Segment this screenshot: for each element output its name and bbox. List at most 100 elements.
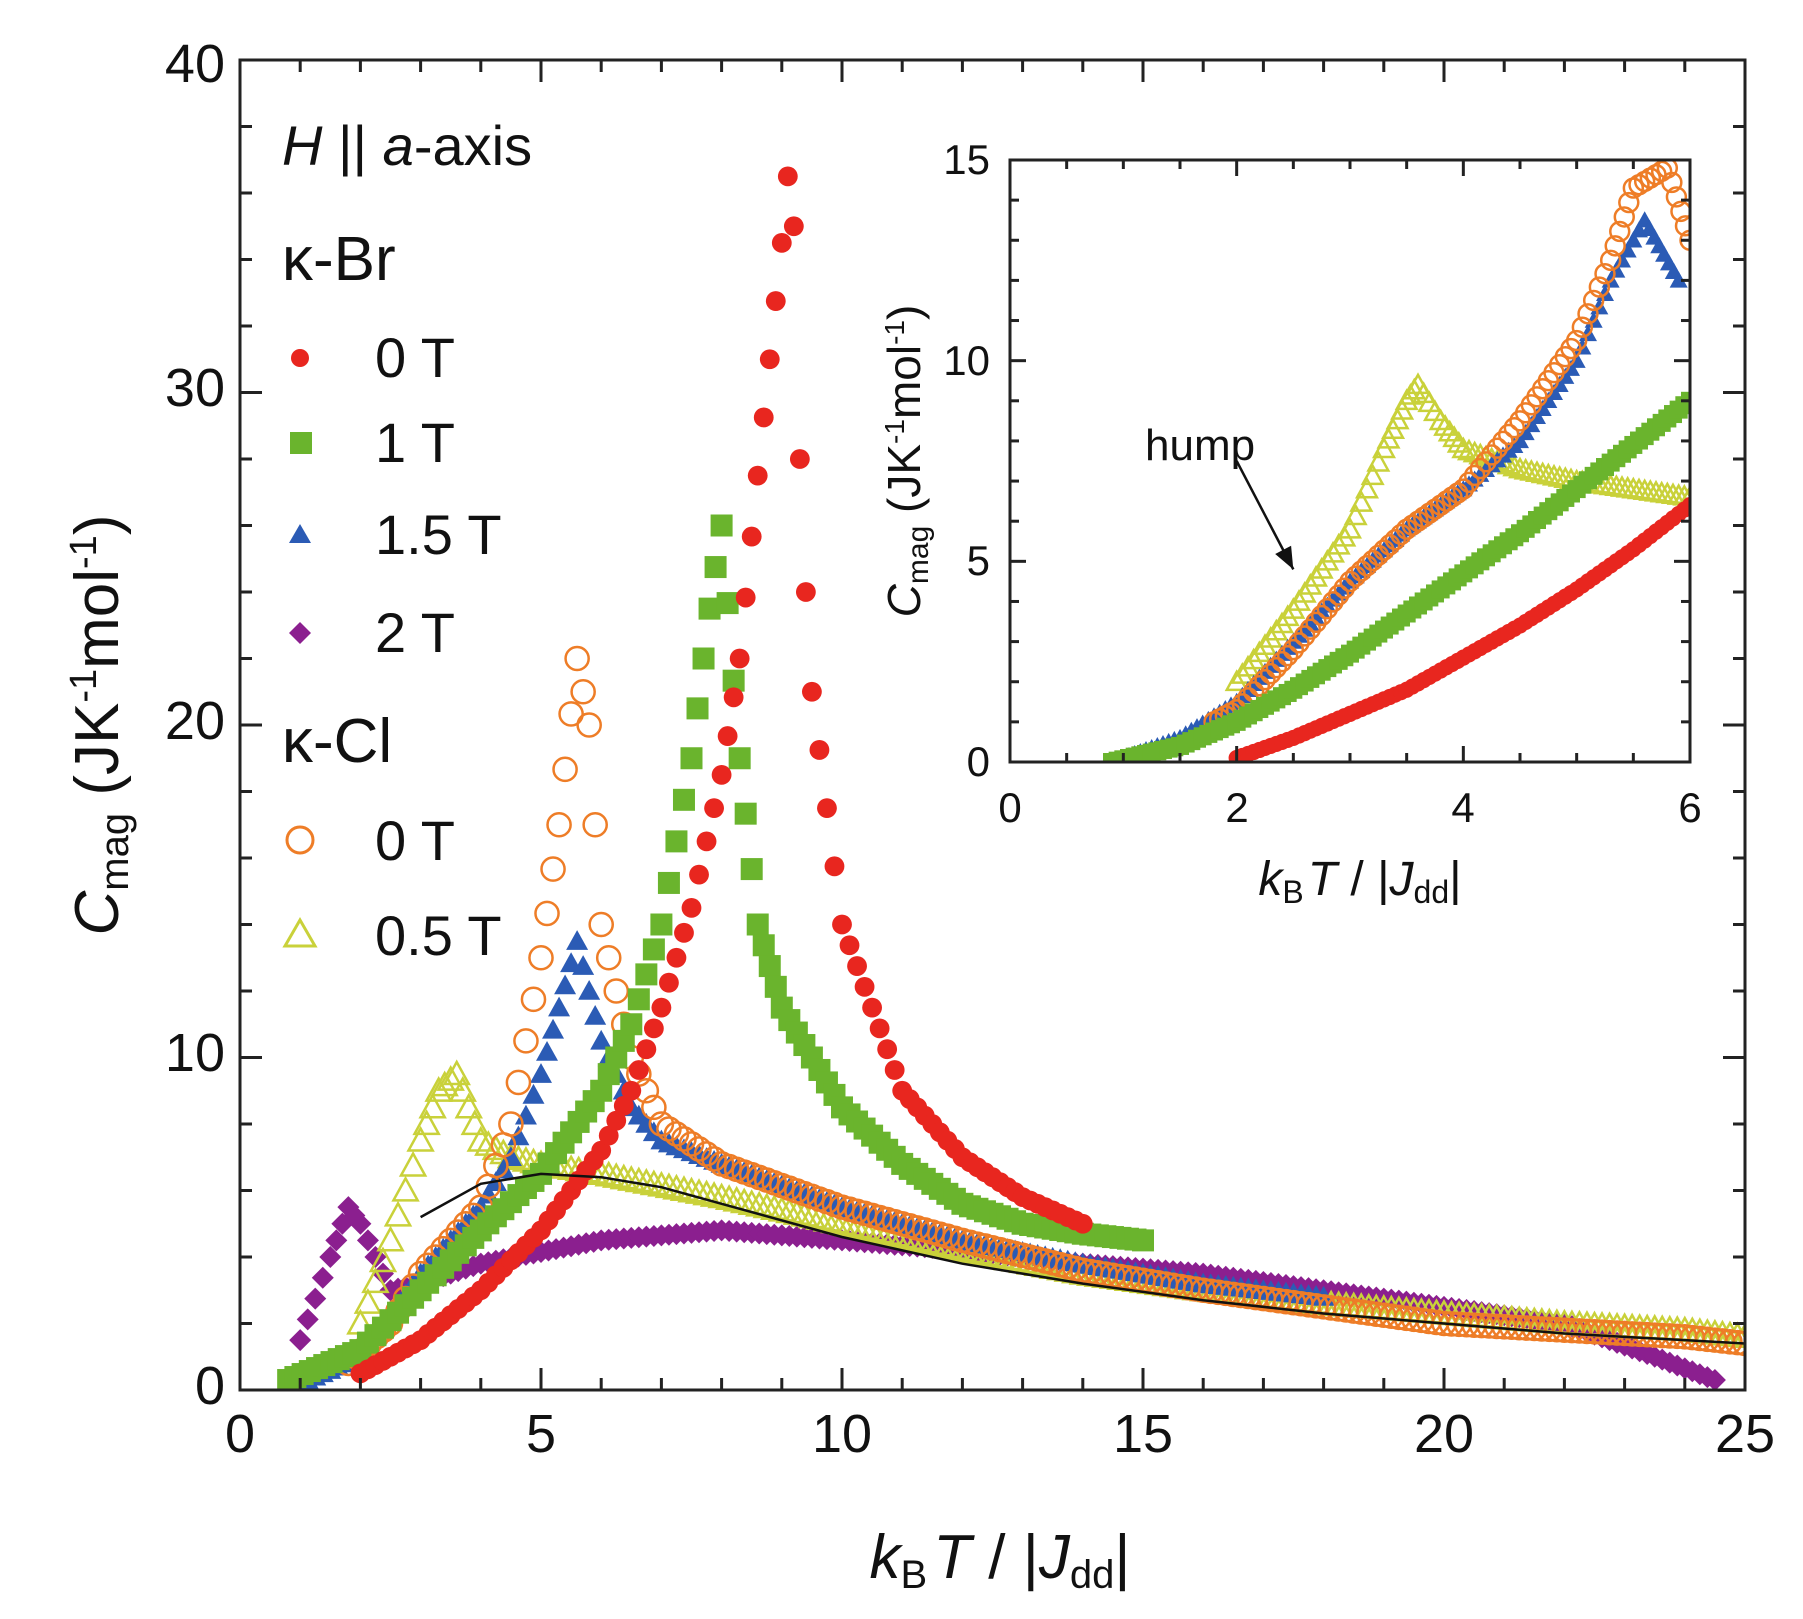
data-point-cl05 bbox=[481, 1134, 511, 1161]
inset-ytick-label: 5 bbox=[967, 537, 990, 584]
inset-data-point-cl05 bbox=[1258, 625, 1283, 648]
inset-data-point-cl0 bbox=[1656, 160, 1679, 179]
inset-ticks bbox=[1008, 158, 1692, 764]
inset-data-point-cl0 bbox=[1282, 638, 1305, 661]
inset-data-point-cl05 bbox=[1343, 503, 1368, 526]
inset-x-axis-label: kBT / |Jdd| bbox=[1258, 853, 1461, 910]
inset-data-point-cl0 bbox=[1458, 471, 1480, 493]
inset-data-point-cl0 bbox=[1327, 584, 1350, 606]
data-point-br0 bbox=[795, 582, 816, 602]
data-point-br0 bbox=[832, 914, 852, 935]
data-point-cl0 bbox=[558, 701, 584, 727]
inset-data-point-cl0 bbox=[1486, 437, 1509, 459]
legend-label-br1: 1 T bbox=[375, 411, 455, 474]
data-point-br1 bbox=[698, 597, 721, 620]
data-point-br0 bbox=[621, 1080, 642, 1101]
data-point-br15 bbox=[548, 996, 571, 1017]
data-point-cl05 bbox=[677, 1176, 706, 1203]
data-point-cl05 bbox=[474, 1130, 503, 1156]
data-point-cl05 bbox=[391, 1175, 420, 1202]
data-point-cl0 bbox=[534, 900, 560, 927]
main-ticks bbox=[238, 58, 1747, 1392]
data-point-br15 bbox=[578, 980, 601, 1000]
main-xtick-label: 0 bbox=[225, 1404, 255, 1464]
inset-data-point-cl05 bbox=[1241, 647, 1266, 670]
inset-data-point-cl0 bbox=[1271, 650, 1293, 673]
inset-data-point-cl05 bbox=[1269, 611, 1295, 634]
legend: H || a-axis κ-Br κ-Cl 0 T 1 T 1.5 T 2 T … bbox=[282, 114, 532, 967]
data-point-br0 bbox=[789, 449, 810, 469]
inset-xtick-label: 0 bbox=[998, 784, 1021, 831]
data-point-br0 bbox=[884, 1060, 905, 1080]
data-point-br0 bbox=[783, 216, 804, 237]
main-ytick-label: 20 bbox=[165, 691, 225, 751]
data-point-br15 bbox=[492, 1158, 515, 1179]
inset-data-point-cl05 bbox=[1264, 618, 1289, 641]
data-point-br0 bbox=[809, 740, 830, 760]
data-point-br1 bbox=[764, 975, 787, 998]
data-point-cl0 bbox=[505, 1069, 532, 1096]
main-ytick-label: 0 bbox=[195, 1356, 225, 1416]
legend-label-cl05: 0.5 T bbox=[375, 904, 502, 967]
inset-data-point-cl0 bbox=[1276, 644, 1299, 667]
data-point-br15 bbox=[566, 930, 589, 950]
data-point-br0 bbox=[1072, 1213, 1093, 1234]
inset-data-point-cl0 bbox=[1674, 215, 1690, 237]
inset-data-point-cl0 bbox=[1582, 289, 1605, 312]
data-point-cl05 bbox=[654, 1172, 684, 1199]
data-point-br15 bbox=[522, 1083, 545, 1104]
data-point-br2 bbox=[304, 1287, 327, 1310]
inset-data-point-cl0 bbox=[1310, 604, 1333, 627]
data-point-br15 bbox=[590, 1029, 613, 1050]
data-point-br1 bbox=[752, 934, 775, 957]
inset-ytick-label: 10 bbox=[943, 337, 990, 384]
data-point-br1 bbox=[590, 1079, 613, 1102]
inset-data-point-cl0 bbox=[1469, 457, 1492, 480]
data-point-br15 bbox=[536, 1040, 559, 1061]
data-point-cl05 bbox=[684, 1178, 714, 1204]
data-point-br0 bbox=[606, 1110, 627, 1131]
inset-xtick-label: 6 bbox=[1678, 784, 1701, 831]
data-point-br2 bbox=[356, 1229, 379, 1252]
data-point-br1 bbox=[728, 747, 751, 770]
inset-xtick-label: 4 bbox=[1451, 784, 1474, 831]
data-point-br0 bbox=[704, 798, 724, 819]
inset-data-point-br15 bbox=[1618, 241, 1637, 258]
data-point-br0 bbox=[771, 232, 792, 253]
data-point-br0 bbox=[862, 997, 882, 1018]
data-point-cl05 bbox=[820, 1207, 849, 1234]
inset-data-point-cl05 bbox=[1366, 449, 1391, 472]
inset-data-point-cl0 bbox=[1492, 430, 1514, 453]
data-point-cl05 bbox=[466, 1125, 496, 1152]
data-point-br0 bbox=[681, 897, 702, 918]
main-chart: 0 10 20 30 40 0 5 10 15 20 25 kBT / |Jdd… bbox=[63, 34, 1775, 1597]
legend-marker-br0 bbox=[291, 349, 309, 367]
data-point-br0 bbox=[824, 856, 845, 877]
data-point-cl05 bbox=[624, 1166, 654, 1193]
data-point-br0 bbox=[636, 1039, 657, 1060]
data-point-cl05 bbox=[376, 1225, 405, 1252]
legend-group-kappa-cl: κ-Cl bbox=[282, 707, 392, 776]
inset-data-point-cl0 bbox=[1497, 423, 1520, 446]
inset-data-point-cl0 bbox=[1588, 276, 1611, 298]
data-point-br1 bbox=[746, 913, 769, 936]
data-point-cl05 bbox=[714, 1184, 744, 1210]
data-point-cl05 bbox=[707, 1182, 736, 1209]
data-point-cl0 bbox=[498, 1111, 524, 1137]
data-point-cl05 bbox=[418, 1092, 447, 1119]
data-point-cl0 bbox=[576, 712, 602, 738]
data-point-br0 bbox=[723, 687, 744, 708]
data-point-cl05 bbox=[454, 1092, 483, 1119]
data-point-br1 bbox=[710, 514, 733, 537]
data-point-br1 bbox=[657, 871, 680, 894]
data-point-br0 bbox=[765, 291, 786, 311]
inset-data-point-br15 bbox=[1607, 261, 1626, 278]
data-point-br0 bbox=[689, 864, 709, 885]
data-point-cl05 bbox=[632, 1167, 661, 1194]
data-point-cl05 bbox=[669, 1175, 699, 1202]
inset-data-point-cl0 bbox=[1288, 632, 1310, 654]
inset-chart: 0 5 10 15 0 2 4 6 kBT / |Jdd| Cmag (JK-1… bbox=[878, 136, 1702, 910]
data-point-cl05 bbox=[609, 1163, 638, 1190]
legend-marker-cl05 bbox=[282, 916, 318, 948]
data-point-br2 bbox=[371, 1262, 394, 1285]
